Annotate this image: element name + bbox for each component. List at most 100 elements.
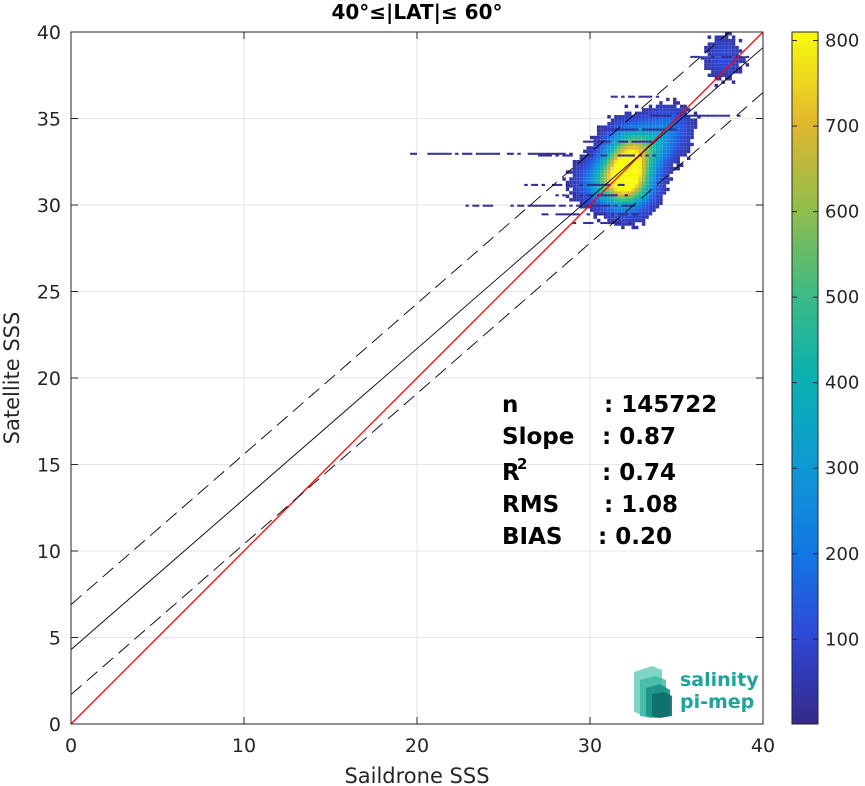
heatmap-cell bbox=[517, 204, 521, 207]
heatmap-cell bbox=[648, 132, 653, 136]
heatmap-cell bbox=[652, 156, 656, 161]
heatmap-cell bbox=[666, 135, 670, 140]
heatmap-cell bbox=[638, 166, 642, 171]
heatmap-cell bbox=[596, 166, 601, 171]
heatmap-cell bbox=[545, 154, 549, 157]
heatmap-cell bbox=[576, 184, 580, 188]
heatmap-cell bbox=[586, 163, 590, 167]
heatmap-cell bbox=[579, 201, 584, 205]
heatmap-cell bbox=[666, 142, 670, 147]
heatmap-cell bbox=[617, 156, 622, 161]
heatmap-cell bbox=[634, 205, 639, 209]
heatmap-cell bbox=[465, 152, 469, 155]
y-tick-label: 5 bbox=[49, 628, 61, 650]
heatmap-cell bbox=[641, 128, 646, 131]
heatmap-cell bbox=[590, 156, 594, 161]
heatmap-cell bbox=[596, 204, 601, 207]
heatmap-cell bbox=[621, 118, 625, 122]
heatmap-cell bbox=[705, 114, 710, 117]
heatmap-cell bbox=[603, 160, 608, 164]
heatmap-cell bbox=[707, 52, 712, 57]
heatmap-cell bbox=[603, 208, 608, 212]
heatmap-cell bbox=[718, 52, 722, 57]
heatmap-cell bbox=[638, 187, 642, 192]
heatmap-cell bbox=[641, 215, 646, 219]
heatmap-cell bbox=[659, 149, 663, 154]
heatmap-cell bbox=[659, 163, 663, 167]
heatmap-cell bbox=[648, 191, 653, 195]
heatmap-cell bbox=[628, 198, 632, 202]
heatmap-cell bbox=[600, 213, 604, 216]
heatmap-cell bbox=[655, 139, 660, 143]
heatmap-cell bbox=[652, 118, 656, 122]
heatmap-cell bbox=[707, 73, 712, 77]
heatmap-cell bbox=[603, 170, 608, 174]
heatmap-cell bbox=[607, 128, 611, 133]
colorbar-tick-label: 500 bbox=[825, 287, 859, 308]
heatmap-cell bbox=[621, 201, 625, 205]
heatmap-cell bbox=[683, 104, 687, 109]
heatmap-cell bbox=[600, 160, 604, 164]
heatmap-cell bbox=[645, 163, 649, 167]
heatmap-cell bbox=[624, 154, 629, 157]
heatmap-cell bbox=[534, 204, 539, 207]
heatmap-cell bbox=[596, 128, 601, 133]
heatmap-cell bbox=[721, 73, 725, 77]
heatmap-cell bbox=[607, 191, 611, 195]
heatmap-cell bbox=[545, 152, 549, 155]
heatmap-cell bbox=[610, 135, 615, 140]
heatmap-cell bbox=[742, 56, 746, 60]
heatmap-cell bbox=[648, 149, 653, 154]
heatmap-cell bbox=[590, 146, 594, 150]
y-tick-label: 0 bbox=[49, 714, 61, 736]
heatmap-cell bbox=[648, 163, 653, 167]
heatmap-cell bbox=[676, 156, 680, 161]
heatmap-cell bbox=[641, 198, 646, 202]
heatmap-cell bbox=[510, 204, 514, 207]
heatmap-cell bbox=[586, 194, 590, 197]
heatmap-cell bbox=[723, 114, 727, 117]
heatmap-cell bbox=[607, 211, 611, 216]
heatmap-cell bbox=[648, 198, 653, 202]
heatmap-cell bbox=[621, 173, 625, 178]
heatmap-cell bbox=[534, 183, 539, 186]
heatmap-cell bbox=[586, 160, 590, 164]
heatmap-cell bbox=[731, 38, 736, 43]
heatmap-cell bbox=[641, 191, 646, 195]
heatmap-cell bbox=[669, 177, 674, 181]
heatmap-cell bbox=[621, 180, 625, 185]
heatmap-cell bbox=[607, 160, 611, 164]
heatmap-cell bbox=[590, 160, 594, 164]
heatmap-cell bbox=[645, 198, 649, 202]
heatmap-cell bbox=[666, 132, 670, 136]
heatmap-cell bbox=[634, 225, 639, 230]
heatmap-cell bbox=[562, 194, 566, 197]
heatmap-cell bbox=[631, 170, 635, 174]
heatmap-cell bbox=[621, 213, 625, 216]
heatmap-cell bbox=[698, 114, 703, 117]
heatmap-cell bbox=[686, 125, 691, 129]
heatmap-cell bbox=[600, 221, 604, 225]
heatmap-cell bbox=[621, 160, 625, 164]
heatmap-cell bbox=[648, 104, 653, 109]
heatmap-cell bbox=[673, 132, 677, 136]
heatmap-cell bbox=[669, 108, 674, 112]
heatmap-cell bbox=[652, 135, 656, 140]
heatmap-cell bbox=[628, 173, 632, 178]
heatmap-cell bbox=[631, 140, 635, 143]
heatmap-cell bbox=[614, 198, 618, 202]
heatmap-cell bbox=[711, 49, 715, 53]
heatmap-cell bbox=[724, 52, 729, 57]
heatmap-cell bbox=[652, 170, 656, 174]
heatmap-cell bbox=[645, 180, 649, 185]
colorbar-tick-label: 300 bbox=[825, 458, 859, 479]
heatmap-cell bbox=[659, 139, 663, 143]
heatmap-cell bbox=[707, 35, 712, 39]
heatmap-cell bbox=[624, 198, 629, 202]
heatmap-cell bbox=[718, 38, 722, 43]
heatmap-cell bbox=[645, 111, 649, 116]
heatmap-cell bbox=[579, 173, 584, 178]
heatmap-cell bbox=[624, 213, 629, 216]
heatmap-cell bbox=[524, 183, 528, 186]
heatmap-cell bbox=[693, 121, 698, 126]
